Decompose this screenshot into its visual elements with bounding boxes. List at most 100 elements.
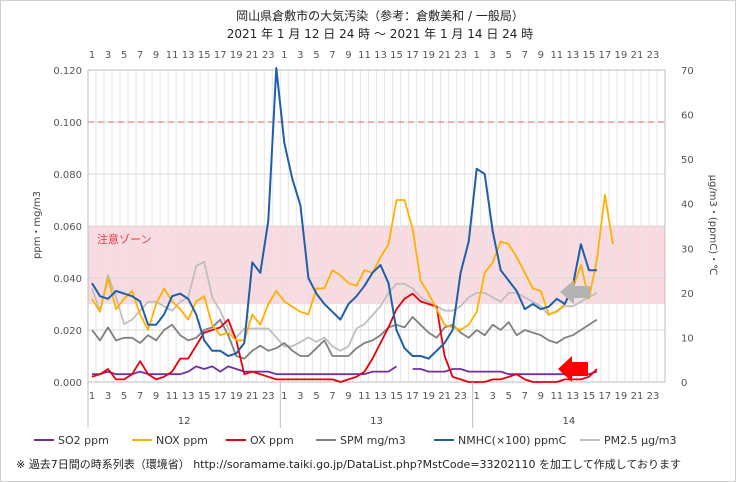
series-line [91, 292, 598, 383]
x-tick-top: 1 [89, 50, 95, 61]
x-tick-bottom: 13 [374, 391, 387, 402]
x-tick-bottom: 19 [230, 391, 243, 402]
x-tick-top: 9 [345, 50, 351, 61]
x-tick-bottom: 9 [345, 391, 351, 402]
x-tick-bottom: 21 [246, 391, 259, 402]
y-tick-right: 20 [681, 289, 694, 300]
x-tick-top: 3 [105, 50, 111, 61]
x-tick-top: 5 [121, 50, 127, 61]
y-tick-right: 50 [681, 155, 694, 166]
y-tick-right: 60 [681, 111, 694, 122]
series-line [91, 193, 614, 342]
x-tick-bottom: 5 [506, 391, 512, 402]
legend-entry: NOX ppm [156, 434, 208, 447]
x-tick-bottom: 13 [566, 391, 579, 402]
y-tick-right: 70 [681, 66, 694, 77]
x-tick-bottom: 13 [182, 391, 195, 402]
y-axis-left-label: ppm・mg/m3 [32, 191, 43, 259]
x-tick-bottom: 15 [390, 391, 403, 402]
legend-entry: NMHC(×100) ppmC [458, 434, 567, 447]
x-tick-top: 1 [473, 50, 479, 61]
x-tick-top: 9 [153, 50, 159, 61]
x-tick-top: 21 [631, 50, 644, 61]
x-tick-top: 13 [374, 50, 387, 61]
x-tick-bottom: 15 [583, 391, 596, 402]
x-tick-top: 9 [538, 50, 544, 61]
y-tick-right: 0 [681, 378, 687, 389]
x-tick-bottom: 11 [358, 391, 371, 402]
x-tick-bottom: 21 [438, 391, 451, 402]
y-tick-left: 0.080 [53, 170, 82, 181]
caution-zone-label: 注意ゾーン [97, 232, 151, 246]
y-tick-left: 0.120 [53, 66, 82, 77]
x-tick-top: 7 [137, 50, 143, 61]
x-tick-top: 17 [214, 50, 227, 61]
y-tick-right: 10 [681, 333, 694, 344]
y-tick-left: 0.060 [53, 222, 82, 233]
x-tick-top: 11 [166, 50, 179, 61]
day-label: 14 [562, 416, 575, 427]
y-tick-left: 0.020 [53, 326, 82, 337]
y-tick-left: 0.000 [53, 378, 82, 389]
x-tick-top: 23 [647, 50, 660, 61]
x-tick-bottom: 19 [422, 391, 435, 402]
x-tick-bottom: 17 [214, 391, 227, 402]
y-tick-right: 30 [681, 244, 694, 255]
x-tick-bottom: 7 [329, 391, 335, 402]
x-tick-bottom: 19 [615, 391, 628, 402]
x-tick-bottom: 3 [105, 391, 111, 402]
x-tick-bottom: 17 [599, 391, 612, 402]
x-tick-top: 5 [506, 50, 512, 61]
y-tick-left: 0.100 [53, 118, 82, 129]
x-tick-bottom: 23 [647, 391, 660, 402]
day-label: 12 [178, 416, 191, 427]
x-tick-bottom: 5 [121, 391, 127, 402]
x-tick-bottom: 5 [313, 391, 319, 402]
red-arrow [558, 356, 588, 382]
x-tick-top: 13 [182, 50, 195, 61]
x-tick-top: 15 [390, 50, 403, 61]
x-tick-top: 11 [358, 50, 371, 61]
chart-title: 岡山県倉敷市の大気汚染（参考：倉敷美和 / 一般局） [236, 8, 524, 23]
x-tick-bottom: 3 [490, 391, 496, 402]
x-tick-top: 5 [313, 50, 319, 61]
x-tick-top: 19 [230, 50, 243, 61]
legend-entry: SO2 ppm [58, 434, 109, 447]
x-tick-top: 21 [246, 50, 259, 61]
x-tick-top: 23 [454, 50, 467, 61]
x-tick-top: 13 [566, 50, 579, 61]
x-tick-top: 1 [281, 50, 287, 61]
legend-entry: OX ppm [250, 434, 294, 447]
x-tick-top: 7 [522, 50, 528, 61]
x-tick-bottom: 1 [473, 391, 479, 402]
chart-subtitle: 2021 年 1 月 12 日 24 時 ～ 2021 年 1 月 14 日 2… [227, 27, 533, 41]
x-tick-bottom: 3 [297, 391, 303, 402]
series-line [91, 316, 598, 360]
x-tick-top: 17 [406, 50, 419, 61]
x-tick-top: 23 [262, 50, 275, 61]
x-tick-bottom: 1 [281, 391, 287, 402]
y-axis-right-label: μg/m3・(ppmC)・℃ [707, 175, 718, 276]
x-tick-bottom: 23 [262, 391, 275, 402]
x-tick-top: 19 [422, 50, 435, 61]
x-tick-top: 19 [615, 50, 628, 61]
x-tick-bottom: 11 [166, 391, 179, 402]
legend-entry: PM2.5 μg/m3 [604, 434, 677, 447]
x-tick-bottom: 17 [406, 391, 419, 402]
x-tick-bottom: 11 [550, 391, 563, 402]
x-tick-bottom: 23 [454, 391, 467, 402]
x-tick-top: 3 [297, 50, 303, 61]
x-tick-bottom: 9 [153, 391, 159, 402]
x-tick-bottom: 7 [137, 391, 143, 402]
y-tick-left: 0.040 [53, 274, 82, 285]
x-tick-bottom: 15 [198, 391, 211, 402]
plot-area-frame [87, 69, 666, 383]
y-tick-right: 40 [681, 200, 694, 211]
series-line [91, 67, 597, 360]
gray-arrow [560, 280, 590, 304]
x-tick-top: 21 [438, 50, 451, 61]
legend-entry: SPM mg/m3 [340, 434, 406, 447]
x-tick-top: 15 [198, 50, 211, 61]
x-tick-top: 3 [490, 50, 496, 61]
